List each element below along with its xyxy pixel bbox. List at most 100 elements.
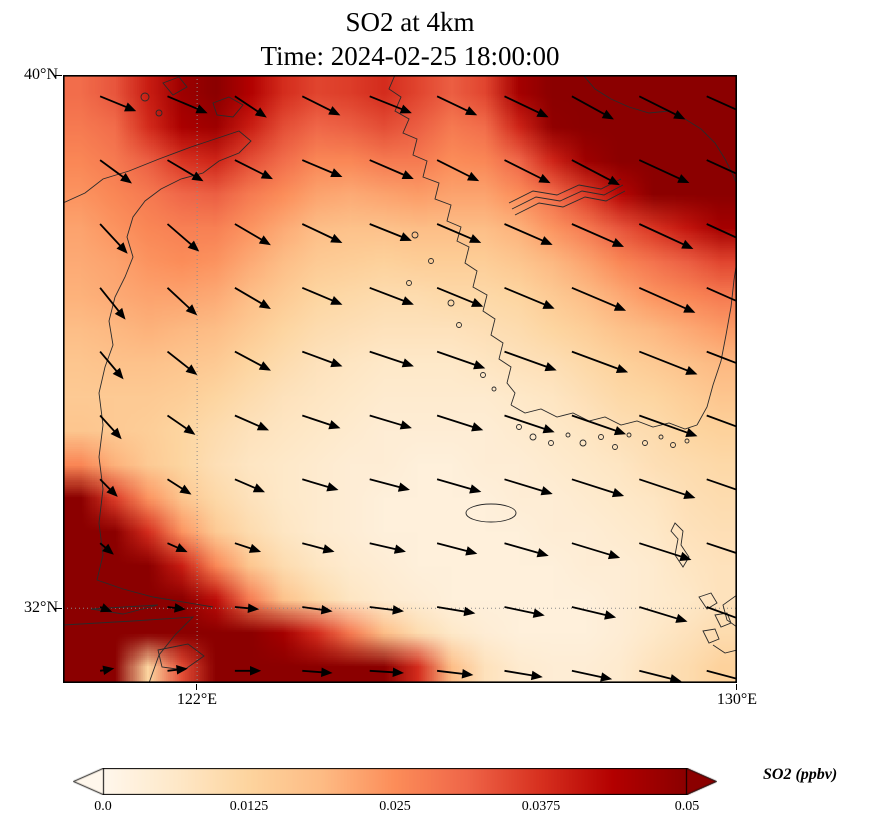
colorbar-tick-label: 0.05	[674, 799, 700, 814]
wind-arrow	[99, 603, 113, 613]
wind-arrow	[436, 414, 484, 432]
wind-arrow	[571, 159, 620, 186]
wind-arrow	[571, 223, 625, 247]
wind-arrow	[167, 542, 188, 553]
wind-arrow	[166, 223, 200, 252]
so2-heatmap-canvas	[63, 75, 737, 683]
island	[579, 439, 587, 447]
y-tick-32n	[55, 608, 62, 609]
wind-arrow	[436, 223, 482, 243]
wind-arrow	[436, 606, 476, 617]
wind-arrow	[504, 414, 555, 434]
wind-arrow	[302, 667, 333, 678]
wind-arrow	[504, 350, 557, 372]
island	[428, 258, 434, 264]
wind-arrow	[301, 286, 343, 305]
wind-arrow	[639, 606, 688, 623]
wind-arrow	[301, 223, 343, 243]
wind-arrow	[167, 159, 204, 182]
x-tick-130e	[736, 684, 737, 690]
island	[480, 372, 486, 378]
colorbar-tick-label: 0.0375	[521, 799, 561, 814]
wind-arrow	[571, 286, 627, 311]
wind-arrow	[571, 350, 629, 373]
map-border	[63, 75, 737, 683]
wind-arrow	[234, 414, 270, 431]
wind-arrow	[99, 665, 115, 675]
wind-arrow	[571, 606, 617, 620]
island	[516, 424, 522, 430]
wind-arrow	[166, 287, 198, 316]
wind-arrow	[436, 542, 478, 556]
wind-arrow	[436, 286, 484, 307]
chart-subtitle: Time: 2024-02-25 18:00:00	[260, 41, 560, 71]
wind-arrow	[369, 159, 414, 179]
wind-arrow	[234, 542, 262, 553]
wind-arrow	[571, 95, 614, 120]
coastline-korea-east	[696, 259, 737, 426]
wind-arrow	[638, 350, 698, 375]
colorbar	[73, 768, 717, 795]
island	[598, 434, 604, 440]
wind-arrow	[639, 669, 682, 683]
y-tick-40n	[55, 75, 62, 76]
wind-arrow	[234, 287, 271, 309]
jeju-island	[465, 503, 517, 523]
wind-arrow	[166, 350, 198, 376]
wind-arrow	[369, 414, 412, 430]
wind-arrow	[638, 414, 698, 437]
island	[548, 440, 554, 446]
island	[684, 438, 690, 444]
wind-arrow	[706, 159, 737, 175]
wind-arrow	[167, 95, 208, 114]
tsushima-island	[670, 522, 690, 568]
wind-arrow	[369, 286, 414, 306]
wind-arrow	[234, 223, 271, 246]
gridlines	[63, 75, 737, 683]
coastline-korea-south	[510, 404, 698, 430]
wind-arrow	[234, 603, 260, 613]
map-area	[63, 75, 737, 683]
wind-arrow	[638, 286, 696, 313]
river-line-3	[514, 190, 626, 216]
coastline-china	[63, 130, 252, 608]
chart-title: SO2 at 4km	[345, 7, 475, 37]
island-zhoushan	[157, 643, 205, 671]
wind-arrow	[436, 669, 474, 679]
colorbar-tick-labels: 0.0 0.0125 0.025 0.0375 0.05	[73, 799, 717, 817]
island	[491, 386, 497, 392]
wind-arrow	[706, 286, 737, 303]
yangtze-island	[90, 604, 159, 615]
wind-arrow	[504, 159, 551, 184]
wind-arrow	[504, 95, 549, 118]
wind-arrow	[369, 478, 410, 492]
wind-arrow	[302, 542, 335, 554]
wind-arrow	[706, 669, 737, 683]
wind-arrow	[436, 95, 478, 116]
wind-arrow	[571, 478, 625, 498]
coastline-china-south	[63, 616, 195, 683]
wind-arrow	[638, 95, 686, 120]
islands-northwest	[162, 76, 244, 118]
wind-arrow	[571, 669, 613, 682]
wind-arrow	[639, 478, 696, 500]
island	[411, 231, 419, 239]
wind-arrow	[369, 350, 414, 368]
wind-arrow	[234, 350, 271, 371]
wind-arrow	[99, 159, 132, 184]
wind-arrow	[504, 606, 545, 618]
map-overlay	[63, 75, 737, 683]
wind-arrow	[571, 414, 627, 436]
x-axis-label-122e: 122°E	[176, 691, 218, 708]
island	[642, 440, 648, 446]
wind-arrow	[706, 606, 737, 619]
wind-arrow	[639, 542, 692, 562]
coastline-northeast	[582, 75, 737, 186]
wind-arrow	[302, 605, 333, 615]
island	[155, 109, 163, 117]
wind-arrow	[99, 287, 126, 320]
wind-arrow	[504, 542, 549, 558]
island	[626, 432, 632, 438]
island	[456, 322, 462, 328]
